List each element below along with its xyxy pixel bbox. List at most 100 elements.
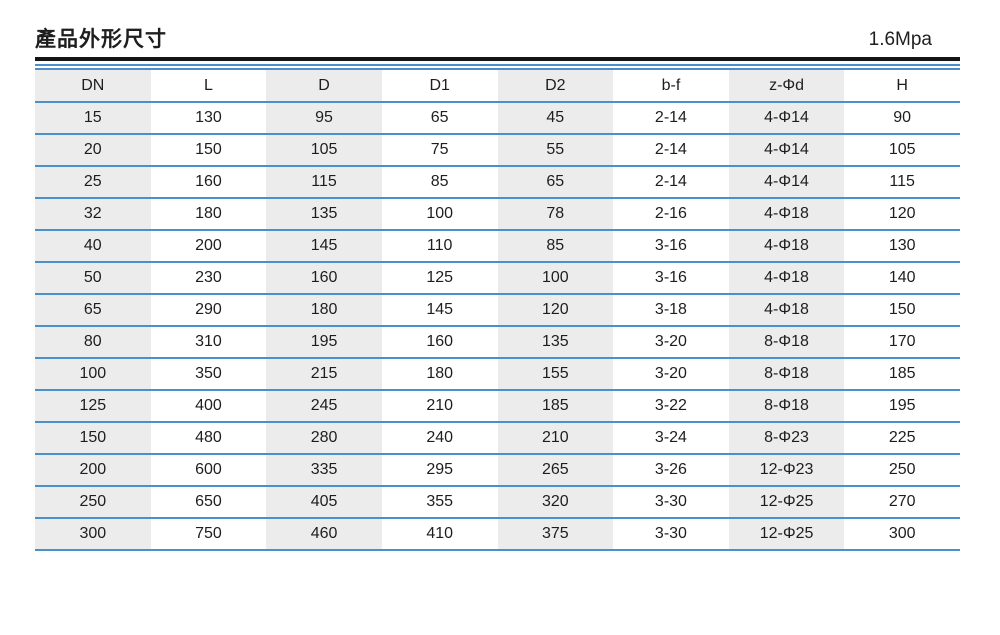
cell-d2: 78 xyxy=(497,198,614,231)
cell-bf: 3-22 xyxy=(654,397,687,415)
cell-h: 225 xyxy=(888,429,916,447)
table-row: 100 350 215 180 155 3-20 8-Φ18 185 xyxy=(35,358,960,391)
cell-d1: 160 xyxy=(426,333,454,351)
cell-h: 115 xyxy=(889,173,915,191)
cell-l: 480 xyxy=(195,429,222,447)
cell-bf: 3-24 xyxy=(654,429,687,447)
cell-d2: 320 xyxy=(497,486,614,519)
table-body: 15 130 95 65 45 2-14 4-Φ14 90 20 150 105… xyxy=(35,102,960,551)
cell-d2: 55 xyxy=(497,134,614,167)
cell-bf: 2-16 xyxy=(654,205,687,223)
cell-h: 130 xyxy=(888,237,916,255)
cell-d1: 210 xyxy=(426,397,454,415)
cell-bf: 3-18 xyxy=(654,301,687,319)
table-row: 50 230 160 125 100 3-16 4-Φ18 140 xyxy=(35,262,960,295)
cell-h: 250 xyxy=(888,461,916,479)
cell-l: 350 xyxy=(195,365,222,383)
cell-dn: 250 xyxy=(35,486,151,519)
cell-d2: 155 xyxy=(497,358,614,391)
cell-d2: 65 xyxy=(497,166,614,199)
dimensions-table: DN L D D1 D2 b-f z-Φd H 15 130 95 65 xyxy=(35,70,960,551)
cell-d1: 355 xyxy=(426,493,454,511)
cell-dn: 100 xyxy=(35,358,151,391)
cell-l: 750 xyxy=(195,525,222,543)
cell-zfd: 4-Φ18 xyxy=(728,262,845,295)
cell-zfd: 12-Φ23 xyxy=(728,454,845,487)
cell-h: 150 xyxy=(888,301,916,319)
cell-l: 400 xyxy=(195,397,222,415)
cell-d: 180 xyxy=(266,294,382,327)
cell-zfd: 4-Φ14 xyxy=(728,134,845,167)
cell-d: 245 xyxy=(266,390,382,423)
cell-d: 115 xyxy=(266,166,382,199)
cell-bf: 3-16 xyxy=(654,237,687,255)
cell-d1: 65 xyxy=(430,109,449,127)
title-bar: 產品外形尺寸 1.6Mpa xyxy=(35,28,960,62)
cell-d1: 410 xyxy=(426,525,454,543)
cell-bf: 2-14 xyxy=(654,109,687,127)
cell-d1: 100 xyxy=(426,205,454,223)
table-head: DN L D D1 D2 b-f z-Φd H xyxy=(35,70,960,103)
table-row: 250 650 405 355 320 3-30 12-Φ25 270 xyxy=(35,486,960,519)
table-row: 300 750 460 410 375 3-30 12-Φ25 300 xyxy=(35,518,960,551)
cell-d: 135 xyxy=(266,198,382,231)
table-row: 15 130 95 65 45 2-14 4-Φ14 90 xyxy=(35,102,960,135)
cell-zfd: 12-Φ25 xyxy=(728,486,845,519)
cell-dn: 25 xyxy=(35,166,151,199)
cell-bf: 3-26 xyxy=(654,461,687,479)
cell-l: 130 xyxy=(195,109,222,127)
cell-zfd: 4-Φ14 xyxy=(728,166,845,199)
page-title: 產品外形尺寸 xyxy=(35,28,167,51)
pressure-rating: 1.6Mpa xyxy=(868,29,932,51)
cell-d2: 265 xyxy=(497,454,614,487)
table-row: 40 200 145 110 85 3-16 4-Φ18 130 xyxy=(35,230,960,263)
cell-d1: 125 xyxy=(426,269,454,287)
cell-h: 105 xyxy=(888,141,916,159)
table-row: 125 400 245 210 185 3-22 8-Φ18 195 xyxy=(35,390,960,423)
cell-d1: 240 xyxy=(426,429,454,447)
cell-dn: 150 xyxy=(35,422,151,455)
cell-d1: 85 xyxy=(430,173,449,191)
cell-d: 280 xyxy=(266,422,382,455)
cell-dn: 65 xyxy=(35,294,151,327)
cell-d2: 120 xyxy=(497,294,614,327)
cell-zfd: 4-Φ14 xyxy=(728,102,845,135)
cell-d: 105 xyxy=(266,134,382,167)
cell-d1: 295 xyxy=(426,461,454,479)
cell-dn: 40 xyxy=(35,230,151,263)
cell-d2: 375 xyxy=(497,518,614,551)
cell-h: 140 xyxy=(888,269,916,287)
cell-d2: 135 xyxy=(497,326,614,359)
cell-bf: 2-14 xyxy=(654,141,687,159)
cell-d2: 185 xyxy=(497,390,614,423)
catalog-page: 產品外形尺寸 1.6Mpa DN L D D1 D2 b-f z-Φd H xyxy=(35,28,960,551)
cell-h: 195 xyxy=(888,397,916,415)
cell-h: 120 xyxy=(888,205,916,223)
table-row: 80 310 195 160 135 3-20 8-Φ18 170 xyxy=(35,326,960,359)
cell-zfd: 8-Φ18 xyxy=(728,390,845,423)
cell-dn: 300 xyxy=(35,518,151,551)
cell-d2: 45 xyxy=(497,102,614,135)
cell-dn: 15 xyxy=(35,102,151,135)
cell-h: 90 xyxy=(893,109,912,127)
cell-d: 95 xyxy=(266,102,382,135)
cell-dn: 200 xyxy=(35,454,151,487)
table-row: 65 290 180 145 120 3-18 4-Φ18 150 xyxy=(35,294,960,327)
cell-l: 600 xyxy=(195,461,222,479)
cell-h: 185 xyxy=(888,365,916,383)
cell-d: 460 xyxy=(266,518,382,551)
cell-h: 300 xyxy=(888,525,916,543)
cell-l: 160 xyxy=(195,173,222,191)
cell-d: 215 xyxy=(266,358,382,391)
table-row: 25 160 115 85 65 2-14 4-Φ14 115 xyxy=(35,166,960,199)
cell-zfd: 4-Φ18 xyxy=(728,230,845,263)
cell-bf: 2-14 xyxy=(654,173,687,191)
dimensions-table-wrap: DN L D D1 D2 b-f z-Φd H 15 130 95 65 xyxy=(35,64,960,551)
cell-d: 405 xyxy=(266,486,382,519)
cell-dn: 80 xyxy=(35,326,151,359)
cell-dn: 50 xyxy=(35,262,151,295)
cell-dn: 20 xyxy=(35,134,151,167)
cell-d: 145 xyxy=(266,230,382,263)
cell-l: 650 xyxy=(195,493,222,511)
cell-bf: 3-30 xyxy=(654,525,687,543)
